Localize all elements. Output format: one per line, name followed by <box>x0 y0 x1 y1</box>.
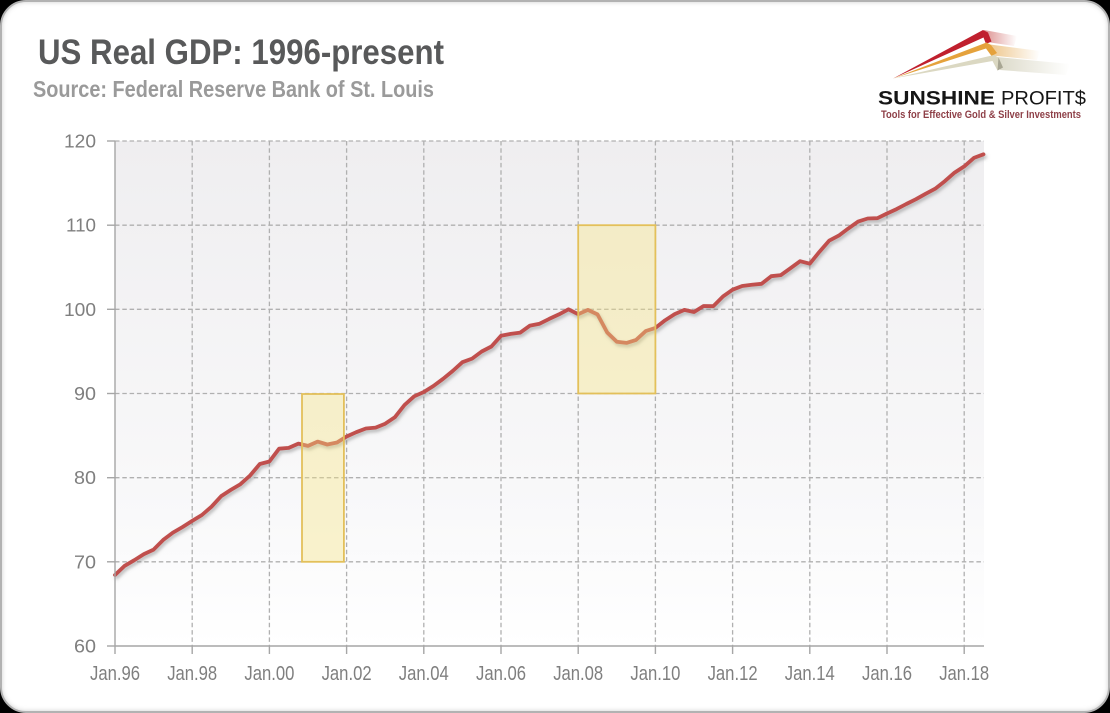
svg-text:Jan.16: Jan.16 <box>862 662 912 685</box>
svg-text:Jan.12: Jan.12 <box>708 662 758 685</box>
svg-text:Jan.06: Jan.06 <box>476 662 526 685</box>
svg-text:70: 70 <box>74 551 96 572</box>
svg-text:120: 120 <box>64 131 96 152</box>
svg-text:US Real GDP: 1996-present: US Real GDP: 1996-present <box>38 32 444 72</box>
svg-text:Source: Federal Reserve Bank o: Source: Federal Reserve Bank of St. Loui… <box>33 76 434 102</box>
svg-text:Jan.04: Jan.04 <box>399 662 449 685</box>
svg-text:PROFIT$: PROFIT$ <box>1001 89 1086 110</box>
svg-text:Jan.00: Jan.00 <box>244 662 294 685</box>
svg-text:Jan.02: Jan.02 <box>322 662 372 685</box>
svg-text:110: 110 <box>66 215 96 236</box>
svg-text:Jan.96: Jan.96 <box>90 662 140 685</box>
svg-text:Jan.10: Jan.10 <box>630 662 680 685</box>
svg-text:80: 80 <box>74 467 96 488</box>
svg-text:Jan.14: Jan.14 <box>785 662 835 685</box>
svg-text:Tools for Effective Gold & Sil: Tools for Effective Gold & Silver Invest… <box>881 109 1081 121</box>
svg-text:100: 100 <box>64 299 96 320</box>
svg-text:Jan.98: Jan.98 <box>167 662 217 685</box>
svg-text:60: 60 <box>74 636 96 657</box>
svg-text:SUNSHINE: SUNSHINE <box>878 89 995 110</box>
svg-text:Jan.08: Jan.08 <box>553 662 603 685</box>
svg-text:90: 90 <box>74 383 96 404</box>
svg-text:Jan.18: Jan.18 <box>939 662 989 685</box>
